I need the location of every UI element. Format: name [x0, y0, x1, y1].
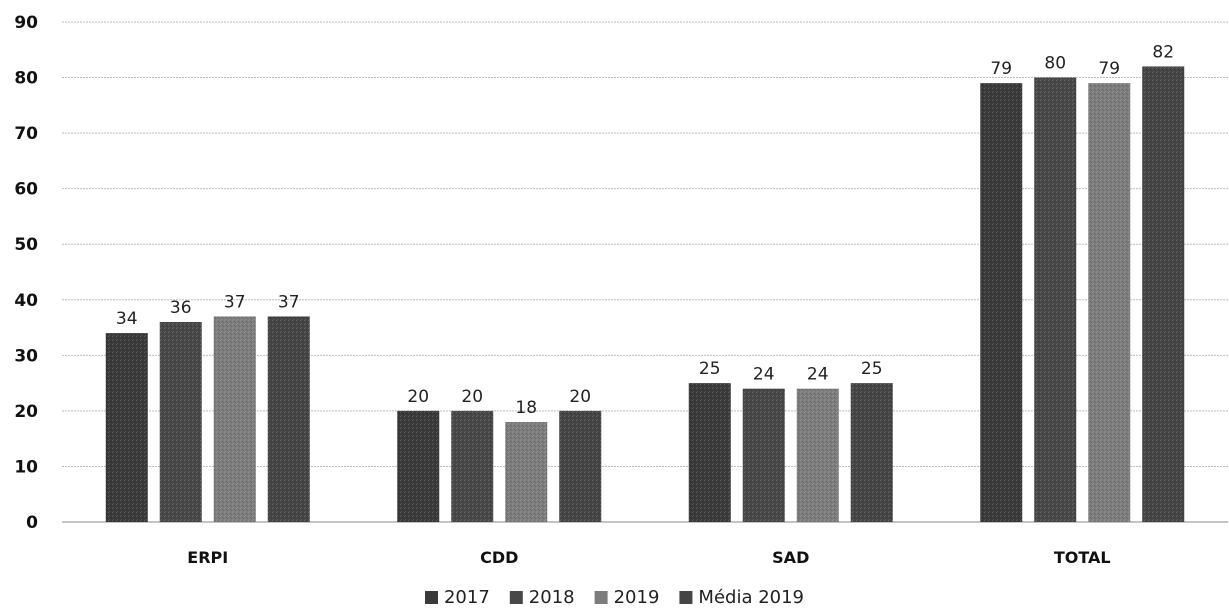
legend: 2017 2018 2019 Média 2019: [424, 587, 804, 608]
bar-texture: [451, 410, 494, 522]
x-category-label: ERPI: [187, 548, 228, 567]
data-label: 20: [461, 387, 483, 407]
data-label: 25: [861, 359, 883, 379]
bar-texture: [1142, 66, 1185, 522]
bar-texture: [850, 383, 893, 522]
bar-texture: [1088, 83, 1131, 522]
y-axis: 0 10 20 30 40 50 60 70 80 90: [14, 13, 38, 533]
x-category-label: SAD: [772, 548, 809, 567]
gridlines: [62, 21, 1228, 523]
bar-texture: [1034, 77, 1077, 523]
legend-swatch: [424, 591, 438, 604]
bar-texture: [796, 388, 839, 522]
legend-label: 2019: [614, 587, 660, 608]
bar-texture: [267, 316, 310, 522]
data-label: 20: [407, 387, 429, 407]
data-label: 25: [699, 359, 721, 379]
data-label: 37: [224, 292, 246, 312]
data-label: 34: [116, 309, 138, 329]
y-tick-label: 40: [14, 291, 38, 311]
y-tick-label: 60: [14, 180, 38, 200]
y-tick-label: 20: [14, 402, 38, 422]
legend-label: Média 2019: [698, 587, 804, 608]
y-tick-label: 90: [14, 13, 38, 33]
bar-texture: [559, 410, 602, 522]
y-tick-label: 50: [14, 235, 38, 255]
data-label: 79: [1098, 59, 1120, 79]
data-label: 20: [569, 387, 591, 407]
data-labels: 34 36 37 37 20 20 18 20 25 24 24 25 79 80 79 82: [116, 42, 1174, 418]
bar-texture: [505, 422, 548, 522]
x-category-label: CDD: [480, 548, 518, 567]
data-label: 18: [515, 398, 537, 418]
y-tick-label: 70: [14, 124, 38, 144]
legend-label: 2018: [529, 587, 575, 608]
data-label: 80: [1044, 54, 1066, 74]
y-tick-label: 10: [14, 457, 38, 477]
legend-swatch: [509, 591, 523, 604]
data-label: 24: [753, 365, 775, 385]
bar-texture: [980, 83, 1023, 522]
bar-texture: [213, 316, 256, 522]
x-category-label: TOTAL: [1054, 548, 1111, 567]
x-axis: ERPI CDD SAD TOTAL: [187, 548, 1110, 567]
data-label: 79: [990, 59, 1012, 79]
y-tick-label: 30: [14, 346, 38, 366]
bar-texture: [397, 410, 440, 522]
bars: [105, 66, 1185, 523]
data-label: 36: [170, 298, 192, 318]
bar-texture: [688, 383, 731, 522]
legend-swatch: [679, 591, 693, 604]
bar-texture: [159, 322, 202, 522]
legend-label: 2017: [444, 587, 490, 608]
legend-swatch: [594, 591, 608, 604]
data-label: 82: [1152, 42, 1174, 62]
y-tick-label: 80: [14, 69, 38, 89]
y-tick-label: 0: [26, 513, 38, 533]
data-label: 37: [278, 292, 300, 312]
data-label: 24: [807, 365, 829, 385]
bar-texture: [742, 388, 785, 522]
bar-texture: [105, 333, 148, 522]
